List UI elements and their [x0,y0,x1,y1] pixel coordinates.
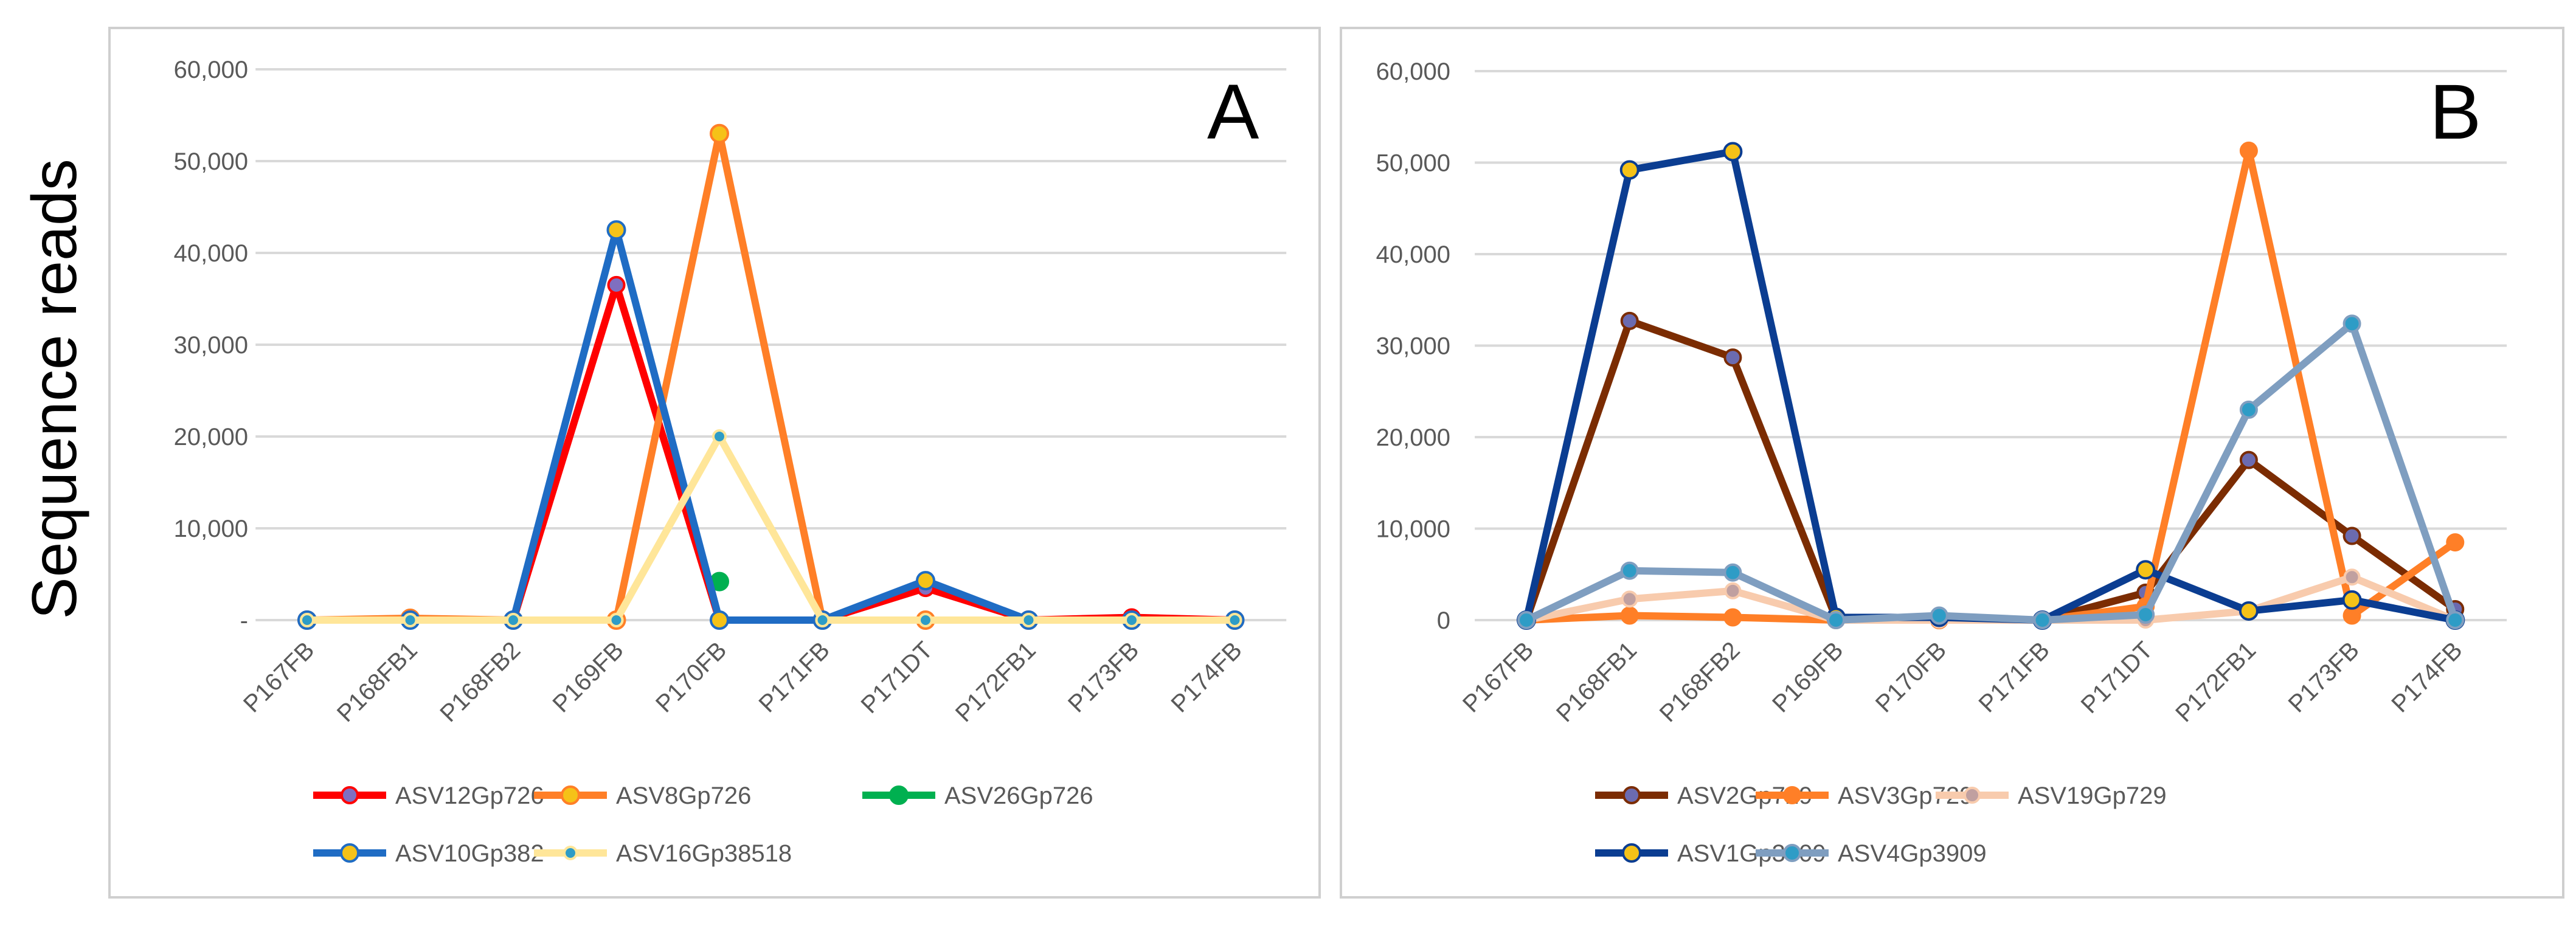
data-point-asv1gp3909 [2342,590,2362,610]
data-point-asv19gp729 [1621,590,1638,608]
data-point-asv4gp3909 [1930,606,1948,625]
panel-b-y-tick-label: 60,000 [1376,58,1450,85]
panel-a-legend: ASV12Gp726 ASV8Gp726 ASV26Gp726 ASV10Gp382 A… [313,782,1093,867]
legend-item-asv8gp726: ASV8Gp726 [534,782,751,809]
legend-label: ASV19Gp729 [2018,782,2167,809]
data-point-asv1gp3909 [2136,560,2156,580]
panel-b-y-tick-label: 0 [1437,607,1450,634]
legend-swatch-marker [1964,787,1981,804]
panel-b-y-tick-label: 20,000 [1376,424,1450,451]
legend-item-asv19gp729: ASV19Gp729 [1936,782,2167,809]
data-point-asv16gp38518 [300,613,314,627]
data-point-asv2gp729 [2342,526,2361,545]
data-point-asv16gp38518 [712,429,727,444]
legend-swatch-marker [1783,786,1801,804]
data-point-asv10gp382 [606,220,626,240]
panel-a-y-tick-label: 50,000 [174,148,248,175]
data-point-asv4gp3909 [2446,611,2465,629]
data-point-asv19gp729 [1724,582,1742,599]
panel-a-y-ticks: - 10,000 20,000 30,000 40,000 50,000 60,000 [174,57,248,634]
panel-b-frame [1340,27,2564,899]
data-point-asv16gp38518 [815,613,830,627]
panel-b-y-tick-label: 30,000 [1376,333,1450,360]
legend-item-asv26gp726: ASV26Gp726 [862,782,1093,809]
legend-swatch-marker [1622,843,1641,863]
data-point-asv4gp3909 [2239,400,2258,419]
data-point-asv3gp729 [2239,141,2258,160]
data-point-asv4gp3909 [1723,563,1742,582]
legend-label: ASV10Gp382 [395,840,544,867]
data-point-asv16gp38518 [403,613,418,627]
legend-swatch-marker [889,785,909,805]
data-point-asv4gp3909 [2136,605,2155,624]
data-point-asv8gp726 [710,123,729,143]
data-point-asv4gp3909 [1827,611,1846,629]
panel-a-letter: A [1207,69,1259,156]
panel-a-y-tick-label: 20,000 [174,424,248,450]
legend-label: ASV8Gp726 [616,782,751,809]
legend-item-asv16gp38518: ASV16Gp38518 [534,840,792,867]
legend-label: ASV12Gp726 [395,782,544,809]
legend-label: ASV26Gp726 [944,782,1093,809]
data-point-asv1gp3909 [1619,160,1639,180]
legend-swatch-marker [341,786,359,804]
data-point-asv3gp729 [1620,606,1639,625]
data-point-asv16gp38518 [506,613,521,627]
panel-a-series [297,123,1245,630]
data-point-asv16gp38518 [918,613,933,627]
legend-swatch-marker [1783,844,1801,862]
data-point-asv10gp382 [710,610,729,630]
data-point-asv2gp729 [2239,450,2258,469]
data-point-asv16gp38518 [1021,613,1036,627]
panel-b-y-tick-label: 40,000 [1376,241,1450,268]
data-point-asv16gp38518 [1124,613,1139,627]
panel-a-y-tick-label: 10,000 [174,516,248,542]
legend-item-asv10gp382: ASV10Gp382 [313,840,544,867]
panel-b-letter: B [2429,69,2481,156]
data-point-asv3gp729 [2446,533,2465,552]
data-point-asv4gp3909 [1620,561,1639,580]
panel-b-y-tick-label: 50,000 [1376,150,1450,177]
data-point-asv10gp382 [916,571,935,591]
data-point-asv2gp729 [1723,348,1742,367]
y-axis-label: Sequence reads [19,159,90,619]
panel-b-y-ticks: 0 10,000 20,000 30,000 40,000 50,000 60,000 [1376,58,1450,634]
legend-label: ASV4Gp3909 [1838,840,1987,867]
data-point-asv2gp729 [1620,311,1639,330]
legend-swatch-marker [563,846,578,860]
series-asv16gp38518 [300,429,1242,627]
data-point-asv12gp726 [607,275,626,294]
legend-item-asv4gp3909: ASV4Gp3909 [1756,840,1987,867]
data-point-asv3gp729 [1723,608,1742,627]
legend-item-asv12gp726: ASV12Gp726 [313,782,544,809]
data-point-asv19gp729 [2343,568,2361,586]
panel-a-y-tick-label: - [240,607,248,634]
data-point-asv1gp3909 [2238,601,2259,621]
series-line-asv16gp38518 [303,433,1239,624]
data-point-asv3gp729 [2342,606,2361,625]
legend-swatch-marker [340,843,359,863]
data-point-asv16gp38518 [1227,613,1242,627]
panel-b-y-tick-label: 10,000 [1376,516,1450,543]
legend-swatch-marker [1622,786,1641,804]
panel-a-y-tick-label: 40,000 [174,240,248,267]
data-point-asv4gp3909 [1517,611,1536,629]
legend-swatch-marker [561,785,580,805]
series-line-asv4gp3909 [1523,320,2459,624]
panel-a-y-tick-label: 60,000 [174,57,248,83]
data-point-asv4gp3909 [2342,314,2361,333]
data-point-asv16gp38518 [609,613,624,627]
panel-b-series [1517,141,2465,630]
data-point-asv4gp3909 [2033,611,2052,629]
series-asv4gp3909 [1517,314,2465,629]
legend-label: ASV16Gp38518 [616,840,792,867]
data-point-asv1gp3909 [1723,142,1743,162]
panel-a-y-tick-label: 30,000 [174,332,248,359]
